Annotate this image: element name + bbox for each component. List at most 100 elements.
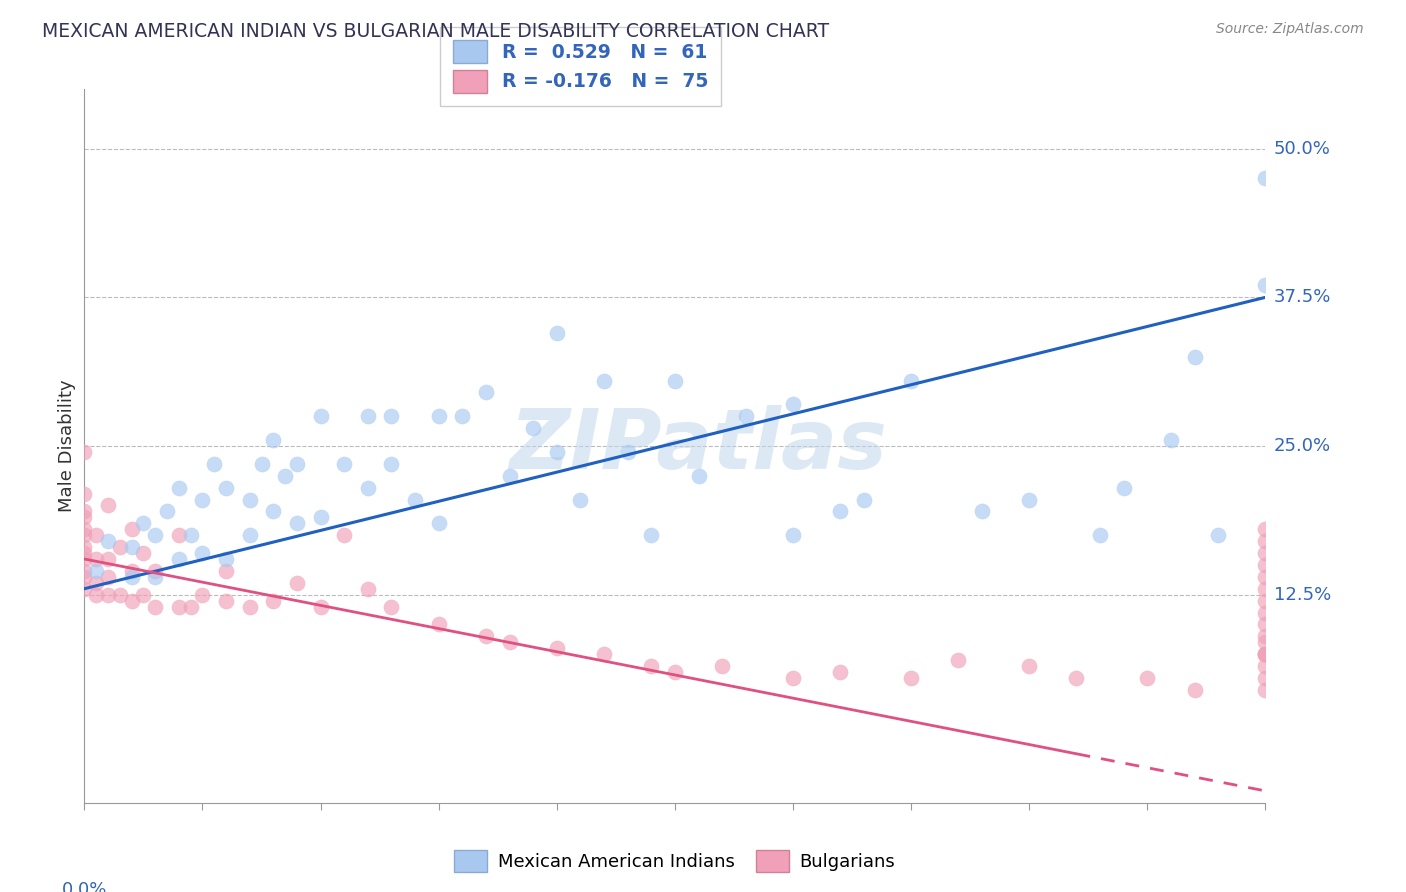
Point (711, 659, 734, 673)
Point (239, 599, 262, 614)
Point (1018, 492, 1040, 507)
Point (688, 468, 710, 483)
Point (73, 570, 96, 584)
Point (73, 552, 96, 566)
Point (73, 522, 96, 536)
Point (782, 397, 804, 411)
Point (215, 552, 238, 566)
Point (73, 445, 96, 459)
Legend: Mexican American Indians, Bulgarians: Mexican American Indians, Bulgarians (447, 843, 903, 880)
Point (73, 540, 96, 554)
Point (380, 599, 402, 614)
Point (239, 528, 262, 542)
Point (593, 647, 616, 661)
Point (73, 528, 96, 542)
Text: 50.0%: 50.0% (1274, 140, 1330, 158)
Point (900, 374, 922, 388)
Point (84, 528, 107, 542)
Point (427, 617, 450, 632)
Point (1254, 278, 1277, 293)
Text: 12.5%: 12.5% (1274, 586, 1331, 604)
Point (285, 516, 308, 531)
Point (309, 599, 332, 614)
Point (357, 481, 380, 495)
Point (191, 546, 214, 560)
Point (830, 504, 852, 518)
Point (121, 540, 143, 554)
Point (167, 599, 190, 614)
Point (1254, 558, 1277, 572)
Text: MEXICAN AMERICAN INDIAN VS BULGARIAN MALE DISABILITY CORRELATION CHART: MEXICAN AMERICAN INDIAN VS BULGARIAN MAL… (42, 22, 830, 41)
Point (285, 575, 308, 590)
Point (830, 665, 852, 679)
Point (262, 433, 284, 447)
Point (569, 492, 592, 507)
Point (475, 629, 498, 643)
Point (132, 516, 155, 531)
Point (167, 552, 190, 566)
Point (640, 528, 662, 542)
Point (73, 486, 96, 500)
Point (215, 481, 238, 495)
Point (1184, 350, 1206, 364)
Point (970, 504, 993, 518)
Point (1136, 671, 1159, 685)
Point (1254, 647, 1277, 661)
Point (427, 409, 450, 424)
Point (616, 445, 638, 459)
Point (132, 546, 155, 560)
Point (97, 570, 120, 584)
Point (498, 635, 520, 649)
Point (1018, 659, 1040, 673)
Point (1254, 629, 1277, 643)
Point (239, 492, 262, 507)
Point (180, 599, 202, 614)
Point (1112, 481, 1135, 495)
Point (215, 564, 238, 578)
Point (309, 510, 332, 524)
Point (1254, 617, 1277, 632)
Point (143, 564, 166, 578)
Text: 37.5%: 37.5% (1274, 288, 1331, 306)
Point (1254, 606, 1277, 620)
Point (84, 552, 107, 566)
Point (202, 457, 225, 471)
Point (782, 671, 804, 685)
Point (852, 492, 875, 507)
Point (84, 564, 107, 578)
Point (546, 326, 568, 340)
Point (640, 659, 662, 673)
Point (948, 653, 970, 667)
Point (132, 588, 155, 602)
Point (121, 564, 143, 578)
Point (143, 528, 166, 542)
Point (734, 409, 756, 424)
Point (97, 588, 120, 602)
Y-axis label: Male Disability: Male Disability (58, 380, 76, 512)
Point (522, 421, 544, 435)
Point (97, 499, 120, 513)
Point (262, 593, 284, 607)
Point (1160, 433, 1182, 447)
Point (191, 588, 214, 602)
Point (900, 671, 922, 685)
Text: 0.0%: 0.0% (62, 881, 107, 892)
Point (121, 593, 143, 607)
Point (498, 468, 520, 483)
Point (380, 409, 402, 424)
Point (1254, 682, 1277, 697)
Point (1254, 171, 1277, 186)
Point (73, 564, 96, 578)
Point (782, 528, 804, 542)
Point (1254, 635, 1277, 649)
Point (427, 516, 450, 531)
Point (97, 552, 120, 566)
Point (1254, 522, 1277, 536)
Point (1254, 671, 1277, 685)
Point (143, 570, 166, 584)
Point (156, 504, 179, 518)
Point (1254, 659, 1277, 673)
Point (121, 570, 143, 584)
Point (191, 492, 214, 507)
Point (180, 528, 202, 542)
